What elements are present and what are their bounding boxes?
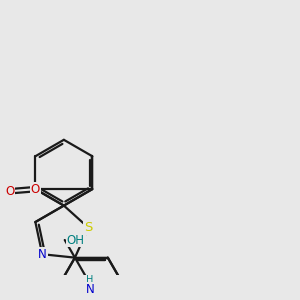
Text: N: N	[85, 283, 94, 296]
Text: OH: OH	[67, 233, 85, 247]
Text: H: H	[86, 275, 94, 286]
Text: N: N	[38, 248, 46, 261]
Text: S: S	[84, 221, 92, 234]
Text: O: O	[31, 183, 40, 196]
Text: O: O	[5, 185, 14, 198]
